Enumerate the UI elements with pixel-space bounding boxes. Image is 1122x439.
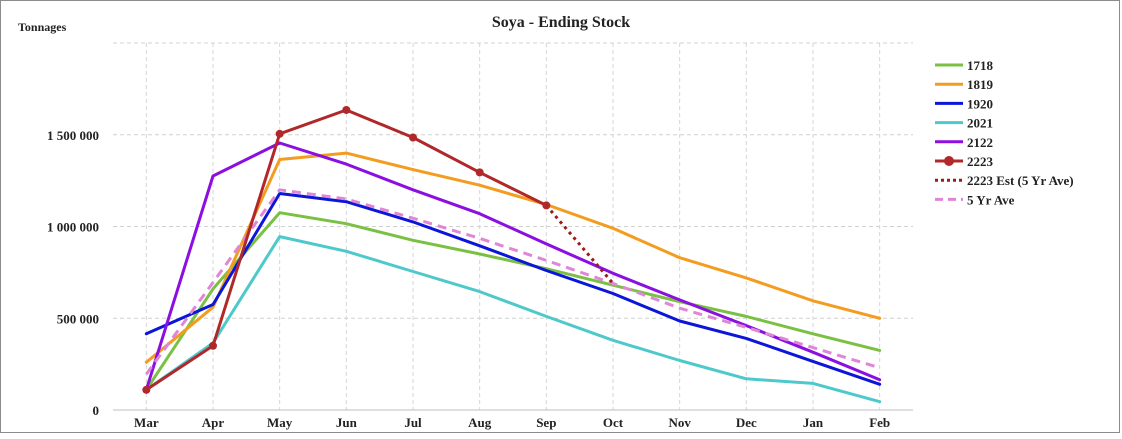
x-tick-label: Jan	[803, 415, 824, 430]
series-line-1718	[144, 211, 882, 392]
series-line-2223-est-5-yr-ave-	[545, 204, 615, 285]
series-point-2223	[542, 201, 551, 210]
x-tick-label: Aug	[468, 415, 492, 430]
y-axis-label: Tonnages	[18, 20, 67, 34]
y-tick-label: 1 000 000	[47, 220, 99, 235]
series-line-2122	[144, 141, 882, 392]
x-tick-label: Oct	[603, 415, 624, 430]
x-tick-label: Jul	[404, 415, 422, 430]
x-tick-label: May	[267, 415, 293, 430]
chart-title: Soya - Ending Stock	[492, 14, 630, 31]
legend-label: 1819	[967, 77, 994, 92]
series-point-2223	[275, 129, 284, 138]
series-line-2021	[144, 235, 882, 404]
legend: 1718 1819 1920 2021 2122 2223 2223 Est (5 Yr A…	[935, 58, 1074, 207]
grid-layer	[113, 42, 913, 410]
x-tick-label: Sep	[536, 415, 556, 430]
legend-marker	[944, 156, 954, 166]
legend-label: 2223 Est (5 Yr Ave)	[967, 173, 1074, 188]
legend-label: 1920	[967, 96, 993, 111]
x-tick-label: Feb	[869, 415, 890, 430]
series-point-2223	[342, 105, 351, 114]
series-line-5-yr-ave	[145, 188, 881, 376]
axis-layer: 0 500 000 1 000 000 1 500 000 Mar Apr May Jun Ju…	[47, 128, 913, 430]
y-tick-label: 500 000	[57, 311, 99, 326]
x-tick-label: Apr	[202, 415, 225, 430]
series-point-2223	[142, 385, 151, 394]
legend-label: 2122	[967, 135, 993, 150]
series-point-2223	[409, 133, 417, 142]
x-tick-label: Dec	[736, 415, 757, 430]
y-tick-label: 0	[93, 403, 100, 418]
x-tick-label: Mar	[134, 415, 159, 430]
x-tick-label: Jun	[336, 415, 358, 430]
x-tick-label: Nov	[668, 415, 691, 430]
series-point-2223	[475, 168, 484, 177]
series-line-1920	[144, 192, 882, 386]
series-line-1819	[144, 151, 882, 364]
legend-label: 1718	[967, 58, 994, 73]
legend-label: 2223	[967, 154, 994, 169]
legend-label: 5 Yr Ave	[967, 192, 1015, 207]
series-layer	[142, 105, 882, 404]
y-tick-label: 1 500 000	[47, 128, 99, 143]
legend-label: 2021	[967, 116, 993, 131]
series-point-2223	[209, 341, 217, 350]
